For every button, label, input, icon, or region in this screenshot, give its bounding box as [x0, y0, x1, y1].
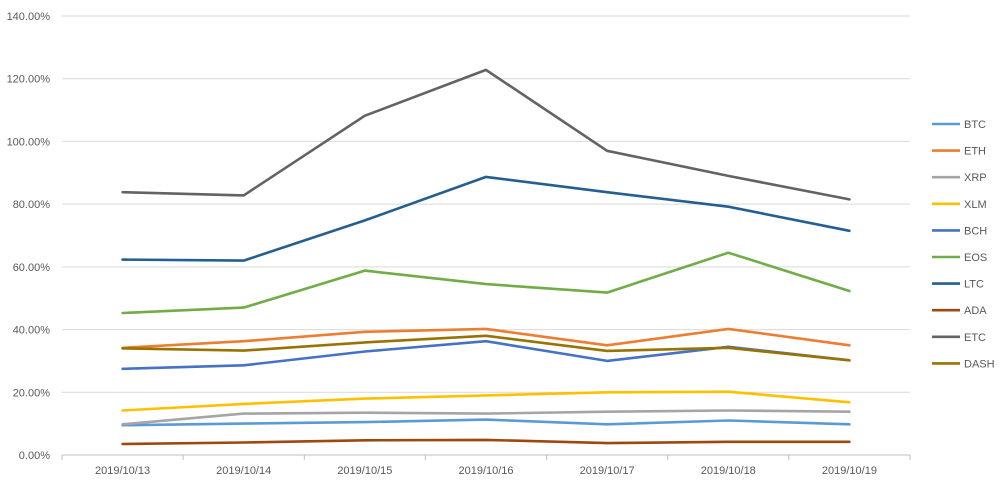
axes: 0.00% 20.00% 40.00% 60.00% 80.00% 100.00% 120.…: [7, 11, 911, 477]
y-tick-label: 80.00%: [13, 199, 51, 211]
x-tick-label: 2019/10/17: [580, 465, 635, 477]
legend-label-etc: ETC: [964, 332, 986, 344]
y-tick-label: 20.00%: [13, 387, 51, 399]
legend-label-xlm: XLM: [964, 199, 987, 211]
series-line-dash: [121, 334, 851, 362]
gridlines: [62, 15, 910, 393]
series-line-ada: [121, 438, 851, 446]
x-tick-label: 2019/10/18: [701, 465, 756, 477]
x-tick-label: 2019/10/19: [822, 465, 877, 477]
series-line-ltc: [121, 175, 851, 262]
legend-label-eos: EOS: [964, 252, 987, 264]
y-tick-label: 60.00%: [13, 262, 51, 274]
series-line-etc: [121, 68, 851, 201]
series-line-eth: [121, 327, 851, 350]
legend-label-xrp: XRP: [964, 172, 987, 184]
legend-label-btc: BTC: [964, 119, 986, 131]
y-tick-label: 0.00%: [19, 450, 50, 462]
y-tick-label: 140.00%: [7, 11, 51, 23]
series-line-btc: [121, 418, 851, 427]
y-tick-label: 40.00%: [13, 325, 51, 337]
legend-label-ltc: LTC: [964, 279, 984, 291]
legend-label-ada: ADA: [964, 305, 987, 317]
series-line-bch: [121, 339, 851, 371]
x-tick-label: 2019/10/14: [216, 465, 271, 477]
series-line-xrp: [121, 409, 851, 426]
y-tick-label: 100.00%: [7, 136, 51, 148]
x-tick-label: 2019/10/16: [458, 465, 513, 477]
x-tick-label: 2019/10/13: [95, 465, 150, 477]
series-line-eos: [121, 251, 851, 315]
y-tick-label: 120.00%: [7, 74, 51, 86]
legend-label-dash: DASH: [964, 358, 995, 370]
series-lines: [121, 68, 851, 446]
legend: BTC ETH XRP XLM BCH EOS LTC ADA ETC DASH: [932, 119, 995, 370]
series-line-xlm: [121, 390, 851, 412]
legend-label-bch: BCH: [964, 225, 987, 237]
legend-label-eth: ETH: [964, 146, 986, 158]
x-tick-label: 2019/10/15: [337, 465, 392, 477]
